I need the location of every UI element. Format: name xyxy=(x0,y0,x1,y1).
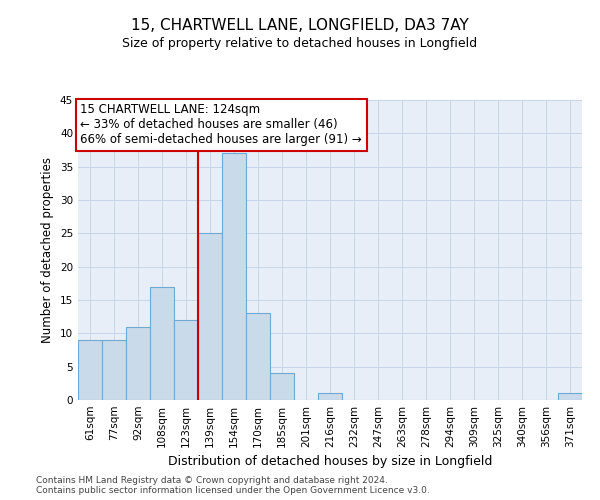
Bar xyxy=(126,326,150,400)
Text: 15, CHARTWELL LANE, LONGFIELD, DA3 7AY: 15, CHARTWELL LANE, LONGFIELD, DA3 7AY xyxy=(131,18,469,32)
Text: 15 CHARTWELL LANE: 124sqm
← 33% of detached houses are smaller (46)
66% of semi-: 15 CHARTWELL LANE: 124sqm ← 33% of detac… xyxy=(80,104,362,146)
Text: Contains public sector information licensed under the Open Government Licence v3: Contains public sector information licen… xyxy=(36,486,430,495)
Bar xyxy=(150,286,174,400)
Bar xyxy=(102,340,126,400)
Bar xyxy=(246,314,270,400)
Bar xyxy=(222,154,246,400)
Y-axis label: Number of detached properties: Number of detached properties xyxy=(41,157,55,343)
Text: Size of property relative to detached houses in Longfield: Size of property relative to detached ho… xyxy=(122,38,478,51)
Bar xyxy=(558,394,582,400)
Bar xyxy=(198,234,222,400)
Bar xyxy=(174,320,198,400)
X-axis label: Distribution of detached houses by size in Longfield: Distribution of detached houses by size … xyxy=(168,456,492,468)
Bar xyxy=(318,394,342,400)
Text: Contains HM Land Registry data © Crown copyright and database right 2024.: Contains HM Land Registry data © Crown c… xyxy=(36,476,388,485)
Bar xyxy=(270,374,294,400)
Bar xyxy=(78,340,102,400)
